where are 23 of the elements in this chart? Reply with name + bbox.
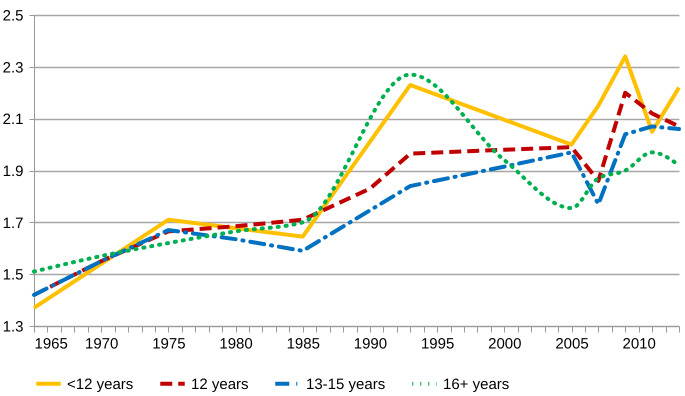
x-tick-label: 1975	[152, 336, 186, 352]
x-tick-label: 1990	[354, 336, 388, 352]
y-tick-label: 2.5	[2, 8, 24, 24]
x-tick-label: 1970	[85, 336, 118, 352]
y-tick-label: 1.3	[2, 318, 24, 336]
y-tick-label: 1.9	[2, 163, 24, 180]
legend-label: 13-15 years	[306, 376, 386, 393]
x-tick-label: 1965	[34, 336, 68, 352]
y-tick-label: 1.7	[2, 214, 24, 232]
legend-label: <12 years	[67, 376, 134, 393]
legend-label: 16+ years	[443, 376, 510, 393]
x-tick-label: 2005	[555, 336, 589, 352]
x-tick-label: 2000	[488, 336, 522, 352]
line-series	[32, 124, 681, 297]
x-tick-label: 1985	[286, 336, 320, 352]
line-series	[32, 54, 681, 310]
y-tick-label: 2.1	[2, 111, 24, 128]
x-tick-label: 1995	[420, 336, 454, 352]
x-tick-label: 1980	[219, 336, 253, 352]
legend-label: 12 years	[191, 376, 249, 393]
y-tick-label: 2.3	[2, 59, 24, 76]
x-tick-label: 2010	[622, 336, 656, 352]
y-tick-label: 1.5	[2, 266, 24, 284]
